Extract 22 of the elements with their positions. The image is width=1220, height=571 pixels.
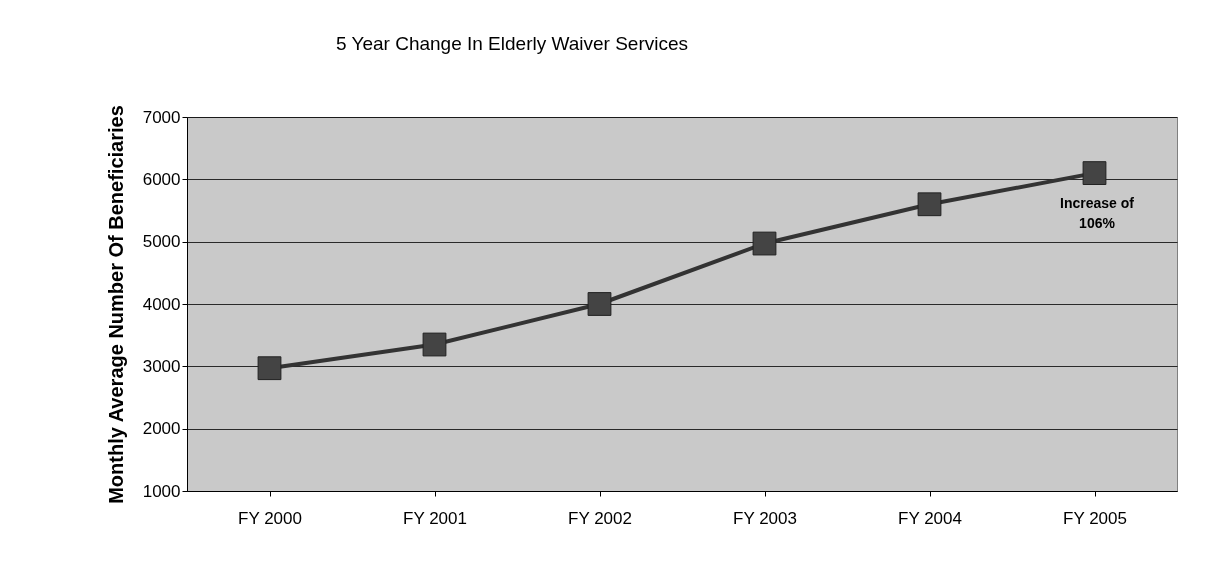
x-tick-label: FY 2001	[403, 508, 467, 528]
x-tick-label: FY 2002	[568, 508, 632, 528]
point	[1082, 161, 1107, 185]
x-tick-label: FY 2004	[898, 508, 962, 528]
y-tick-label: 3000	[142, 356, 181, 376]
y-tick-label: 5000	[142, 232, 181, 252]
annotation: Increase of 106%	[1060, 195, 1135, 231]
point	[587, 292, 612, 316]
y-tick-label: 4000	[142, 294, 181, 314]
y-axis-title: Monthly Average Number Of Beneficiaries	[104, 105, 127, 504]
x-tick-label: FY 2000	[238, 508, 302, 528]
y-tick-label: 6000	[142, 169, 181, 189]
point	[917, 192, 942, 217]
y-tick-label: 1000	[142, 481, 181, 501]
x-tick-label: FY 2003	[733, 508, 797, 528]
y-tick-label: 2000	[142, 419, 181, 439]
point	[752, 231, 777, 256]
point	[257, 356, 282, 381]
x-tick-label: FY 2005	[1063, 508, 1127, 528]
chart-title: 5 Year Change In Elderly Waiver Services	[335, 33, 689, 55]
y-tick-label: 7000	[142, 107, 181, 127]
point	[422, 332, 447, 357]
